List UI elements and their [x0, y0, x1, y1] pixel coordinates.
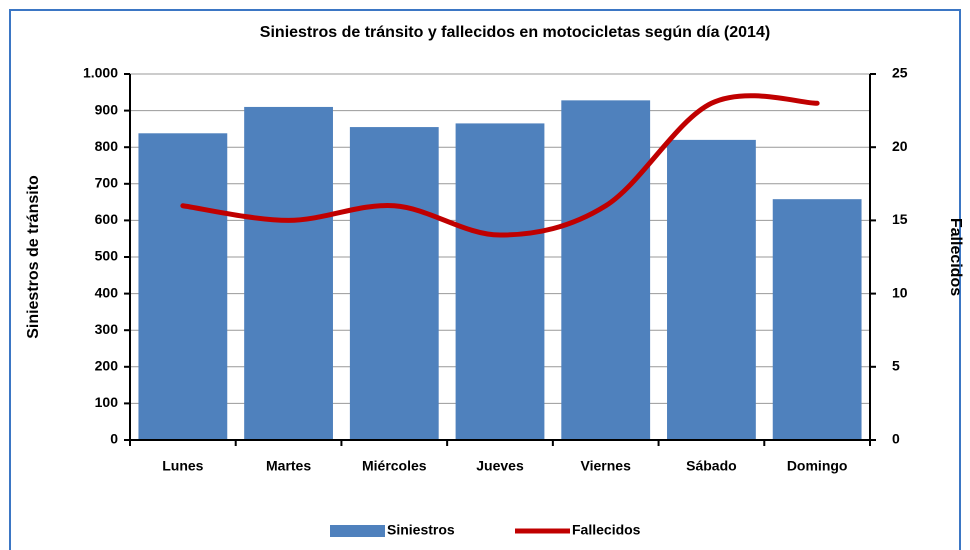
- y2-tick-label: 10: [892, 284, 908, 300]
- x-tick-label: Viernes: [581, 458, 632, 474]
- bar: [349, 127, 439, 440]
- bar: [667, 139, 756, 440]
- legend-label: Siniestros: [387, 522, 455, 538]
- x-tick-label: Martes: [266, 458, 311, 474]
- bar: [455, 123, 545, 440]
- bar: [138, 133, 228, 441]
- y-tick-label: 100: [95, 394, 119, 410]
- x-tick-label: Lunes: [162, 458, 203, 474]
- y2-tick-label: 25: [892, 65, 908, 81]
- bar: [244, 106, 333, 440]
- y-tick-label: 600: [95, 211, 119, 227]
- y-tick-label: 900: [95, 101, 119, 117]
- y-tick-label: 400: [95, 284, 119, 300]
- x-tick-label: Jueves: [476, 458, 524, 474]
- y-tick-label: 0: [110, 431, 118, 447]
- x-tick-label: Domingo: [787, 458, 848, 474]
- y-tick-label: 300: [95, 321, 119, 337]
- y-tick-label: 800: [95, 138, 119, 154]
- y-tick-label: 500: [95, 248, 119, 264]
- y-axis-label: Siniestros de tránsito: [25, 175, 42, 339]
- y-tick-label: 1.000: [83, 65, 118, 81]
- y2-axis-label: Fallecidos: [947, 218, 964, 296]
- legend-swatch: [330, 525, 385, 537]
- y2-tick-label: 5: [892, 358, 900, 374]
- legend-label: Fallecidos: [572, 522, 641, 538]
- bar: [772, 199, 862, 440]
- x-tick-label: Miércoles: [362, 458, 427, 474]
- y2-tick-label: 15: [892, 211, 908, 227]
- chart-title: Siniestros de tránsito y fallecidos en m…: [260, 24, 770, 41]
- y-tick-label: 200: [95, 358, 119, 374]
- bar: [561, 100, 651, 441]
- y2-tick-label: 0: [892, 431, 900, 447]
- y2-tick-label: 20: [892, 138, 908, 154]
- line: [180, 93, 820, 238]
- x-tick-label: Sábado: [686, 458, 737, 474]
- y-tick-label: 700: [95, 175, 119, 191]
